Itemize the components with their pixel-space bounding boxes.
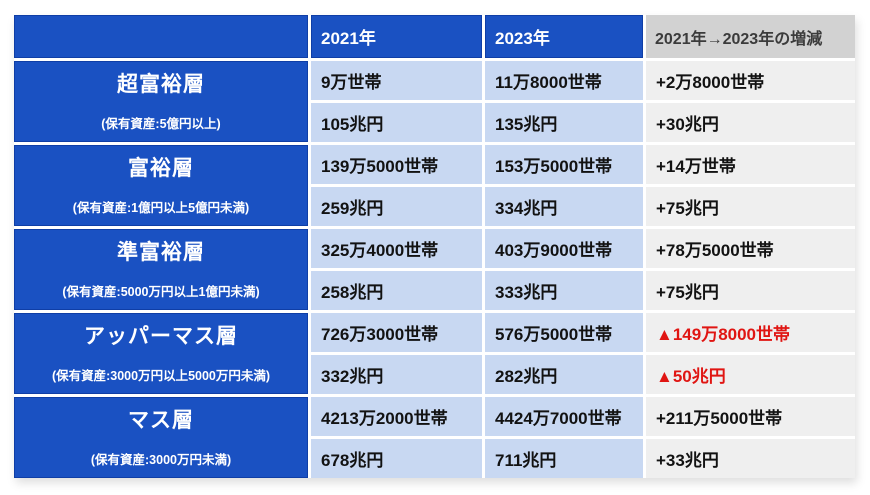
assets-2021-cell: 332兆円 xyxy=(311,355,482,394)
households-change-cell-negative: ▲149万8000世帯 xyxy=(646,313,855,352)
tier-name: 超富裕層 xyxy=(117,73,205,97)
households-2021-cell: 139万5000世帯 xyxy=(311,145,482,184)
households-change-cell: +78万5000世帯 xyxy=(646,229,855,268)
tier-note: (保有資産:3000万円未満) xyxy=(90,453,232,468)
households-change-cell: +2万8000世帯 xyxy=(646,61,855,100)
header-cell-category xyxy=(14,15,308,58)
tier-name: 準富裕層 xyxy=(117,241,205,265)
tier-name: マス層 xyxy=(128,409,194,433)
wealth-tier-table: 2021年 2023年 2021年→2023年の増減 超富裕層 (保有資産:5億… xyxy=(14,15,855,478)
assets-2021-cell: 258兆円 xyxy=(311,271,482,310)
households-2023-cell: 153万5000世帯 xyxy=(485,145,643,184)
tier-name: 富裕層 xyxy=(128,157,194,181)
header-cell-change: 2021年→2023年の増減 xyxy=(646,15,855,58)
assets-2023-cell: 334兆円 xyxy=(485,187,643,226)
assets-2023-cell: 711兆円 xyxy=(485,439,643,478)
tier-cell-ultra-wealthy: 超富裕層 (保有資産:5億円以上) xyxy=(14,61,308,142)
tier-cell-semi-wealthy: 準富裕層 (保有資産:5000万円以上1億円未満) xyxy=(14,229,308,310)
households-2021-cell: 726万3000世帯 xyxy=(311,313,482,352)
tier-note: (保有資産:1億円以上5億円未満) xyxy=(72,201,250,216)
tier-note: (保有資産:3000万円以上5000万円未満) xyxy=(51,369,271,384)
assets-change-cell: +33兆円 xyxy=(646,439,855,478)
assets-change-cell-negative: ▲50兆円 xyxy=(646,355,855,394)
tier-note: (保有資産:5億円以上) xyxy=(101,117,221,132)
households-change-cell: +211万5000世帯 xyxy=(646,397,855,436)
households-2023-cell: 403万9000世帯 xyxy=(485,229,643,268)
assets-2021-cell: 259兆円 xyxy=(311,187,482,226)
assets-change-cell: +75兆円 xyxy=(646,271,855,310)
header-cell-2023: 2023年 xyxy=(485,15,643,58)
assets-2023-cell: 282兆円 xyxy=(485,355,643,394)
assets-2023-cell: 135兆円 xyxy=(485,103,643,142)
assets-2023-cell: 333兆円 xyxy=(485,271,643,310)
tier-cell-mass: マス層 (保有資産:3000万円未満) xyxy=(14,397,308,478)
assets-change-cell: +75兆円 xyxy=(646,187,855,226)
tier-cell-wealthy: 富裕層 (保有資産:1億円以上5億円未満) xyxy=(14,145,308,226)
households-2023-cell: 11万8000世帯 xyxy=(485,61,643,100)
assets-2021-cell: 678兆円 xyxy=(311,439,482,478)
assets-2021-cell: 105兆円 xyxy=(311,103,482,142)
households-2023-cell: 4424万7000世帯 xyxy=(485,397,643,436)
households-2021-cell: 4213万2000世帯 xyxy=(311,397,482,436)
households-2021-cell: 9万世帯 xyxy=(311,61,482,100)
households-change-cell: +14万世帯 xyxy=(646,145,855,184)
households-2023-cell: 576万5000世帯 xyxy=(485,313,643,352)
header-cell-2021: 2021年 xyxy=(311,15,482,58)
tier-note: (保有資産:5000万円以上1億円未満) xyxy=(62,285,260,300)
households-2021-cell: 325万4000世帯 xyxy=(311,229,482,268)
tier-name: アッパーマス層 xyxy=(84,325,238,349)
assets-change-cell: +30兆円 xyxy=(646,103,855,142)
tier-cell-upper-mass: アッパーマス層 (保有資産:3000万円以上5000万円未満) xyxy=(14,313,308,394)
